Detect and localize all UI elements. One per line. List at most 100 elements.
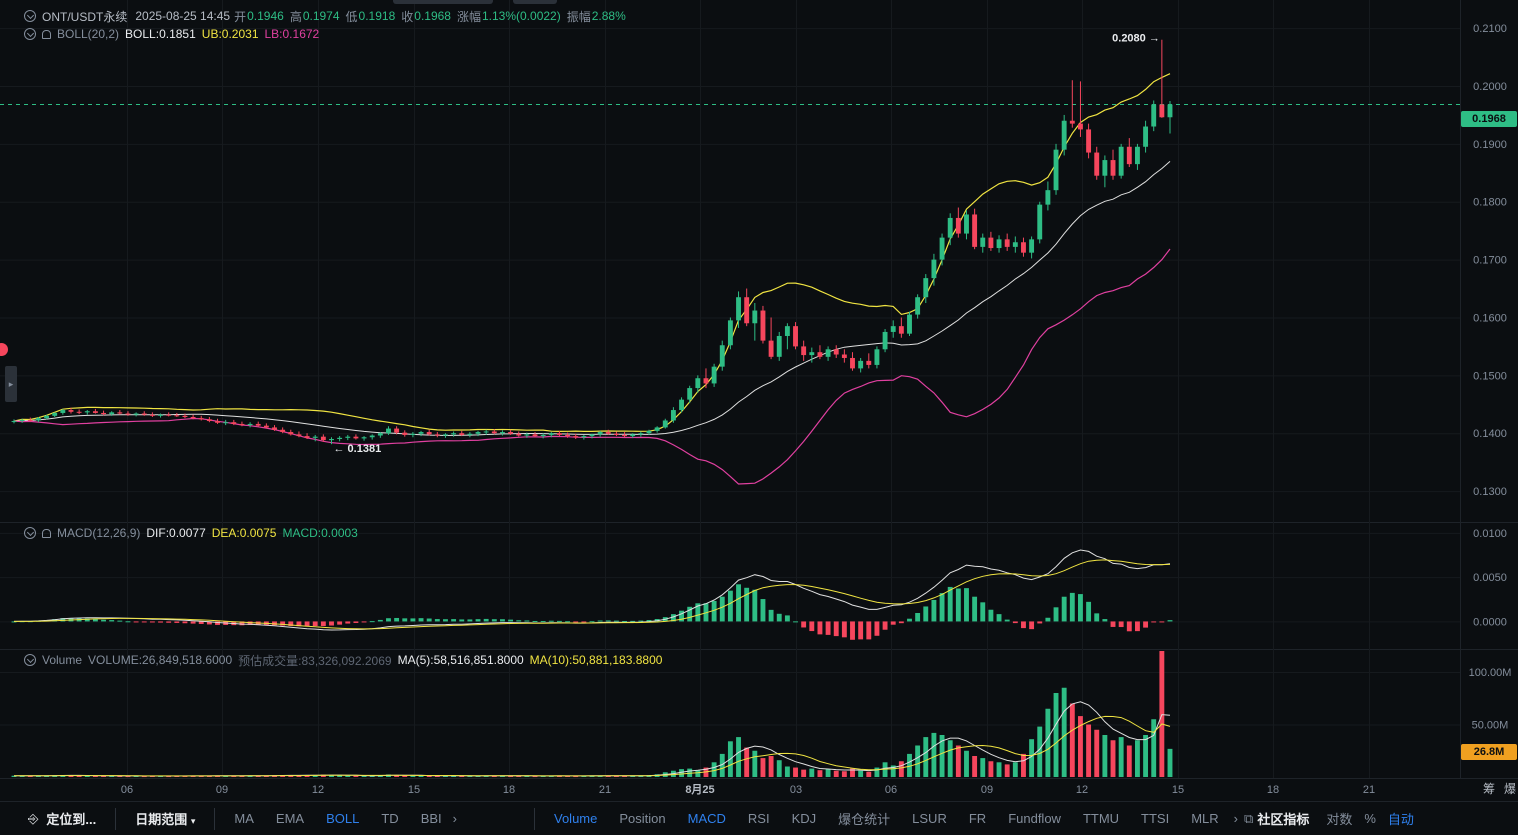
collapse-icon[interactable] [24,28,36,40]
high-price-marker: 0.2080 → [1112,33,1160,45]
volume-bar [1045,708,1051,777]
indicator-boll[interactable]: BOLL [326,811,360,826]
sub-indicator-ttmu[interactable]: TTMU [1082,811,1120,826]
volume-bar [923,737,929,777]
volume-bar [198,775,204,777]
candle-body [35,418,41,421]
candle-body [223,422,229,424]
indicator-bbi[interactable]: BBI [420,811,442,826]
sub-indicator-position[interactable]: Position [619,811,666,826]
volume-bar [841,771,847,777]
liquidation-toggle[interactable]: 爆 [1504,782,1516,796]
top-handle-right[interactable] [513,0,557,4]
volume-bar [939,735,945,777]
volume-bar [500,775,505,777]
candle-body [426,432,432,435]
datetime-label: 2025-08-25 14:45 [135,9,231,23]
volume-bar [1061,687,1067,777]
ohlc-header: ONT/USDT永续 2025-08-25 14:45 开 0.1946 高 0… [24,7,632,25]
chevron-right-icon[interactable]: › [1233,811,1239,826]
candle-body [92,411,98,413]
volume-axis-label: 50.00M [1472,720,1509,732]
sub-indicator-volume[interactable]: Volume [554,811,598,826]
price-axis-label: 0.1300 [1473,486,1507,498]
percent-scale-toggle[interactable]: % [1364,811,1376,826]
macd-histogram-bar [288,621,294,626]
macd-histogram-bar [907,618,912,622]
candle-body [255,423,261,426]
macd-histogram-bar [190,621,196,624]
macd-histogram-bar [491,619,497,622]
candle-body [988,237,994,249]
sub-indicator-macd[interactable]: MACD [687,811,726,826]
locate-icon[interactable]: ⎆ [28,810,39,826]
macd-histogram-bar [345,621,351,624]
volume-bar [1029,739,1035,777]
sub-indicator-fundflow[interactable]: Fundflow [1008,811,1061,826]
collapse-icon[interactable] [24,654,36,666]
candle-body [475,432,481,434]
time-axis-label: 12 [1076,784,1088,796]
macd-histogram-bar [524,620,530,622]
candle-body [964,214,969,234]
candle-body [312,436,318,438]
sub-indicator-mlr[interactable]: MLR [1191,811,1219,826]
collapse-icon[interactable] [24,527,36,539]
bell-icon[interactable] [42,29,51,39]
sub-indicator-lsur[interactable]: LSUR [912,811,947,826]
auto-scale-toggle[interactable]: 自动 [1387,812,1414,827]
candle-body [296,434,302,437]
macd-histogram-bar [1102,619,1108,622]
macd-histogram-bar [394,617,400,622]
drawing-panel-toggle[interactable]: ▸ [5,366,17,402]
candle-body [1110,160,1116,176]
alert-dot[interactable] [0,343,8,356]
macd-histogram-bar [101,619,106,622]
candle-body [288,432,294,435]
macd-histogram-bar [988,609,994,622]
sub-indicator-kdj[interactable]: KDJ [791,811,817,826]
volume-bar [483,775,489,777]
community-icon[interactable]: ⧉ [1244,810,1254,826]
macd-histogram-bar [1012,621,1018,624]
macd-histogram-bar [141,621,147,623]
chevron-down-icon: ▾ [190,816,196,826]
community-indicators-button[interactable]: 社区指标 [1257,812,1310,827]
indicator-td[interactable]: TD [381,811,399,826]
macd-histogram-bar [60,618,66,622]
chip-distribution-toggle[interactable]: 筹 [1483,782,1495,796]
macd-histogram-bar [646,620,652,622]
locate-button[interactable]: 定位到... [46,812,97,827]
change-label: 涨幅 [456,9,481,24]
log-scale-toggle[interactable]: 对数 [1326,812,1353,827]
sub-indicator-liquidation[interactable]: 爆仓统计 [838,812,891,827]
candle-body [1045,190,1051,205]
indicator-ma[interactable]: MA [234,811,254,826]
volume-bar [548,775,554,777]
date-range-button[interactable]: 日期范围 ▾ [135,809,195,828]
volume-bar [1012,762,1018,777]
low-price-marker: ← 0.1381 [333,443,381,455]
sub-indicator-fr[interactable]: FR [968,811,987,826]
macd-histogram-bar [11,621,17,623]
sub-indicator-rsi[interactable]: RSI [747,811,770,826]
candle-body [565,434,571,437]
candle-body [793,326,798,347]
chevron-right-icon[interactable]: › [452,811,457,826]
macd-histogram-bar [947,586,953,622]
top-handle-left[interactable] [393,0,493,4]
candle-body [11,421,17,423]
macd-histogram-bar [540,621,546,623]
volume-bar [719,753,725,777]
collapse-icon[interactable] [24,10,36,22]
sub-indicator-ttsi[interactable]: TTSI [1141,811,1170,826]
volume-bar [231,775,237,777]
macd-histogram-bar [736,584,741,622]
candle-body [939,237,945,260]
kline-chart[interactable]: 06 09 12 15 18 21 8月25 03 06 09 12 15 18 21 筹爆 0.2100 0.… [0,0,1518,801]
indicator-ema[interactable]: EMA [275,811,305,826]
volume-bar [133,775,139,777]
bell-icon[interactable] [42,528,51,538]
candle-body [44,415,50,419]
volume-bar [1110,740,1116,777]
